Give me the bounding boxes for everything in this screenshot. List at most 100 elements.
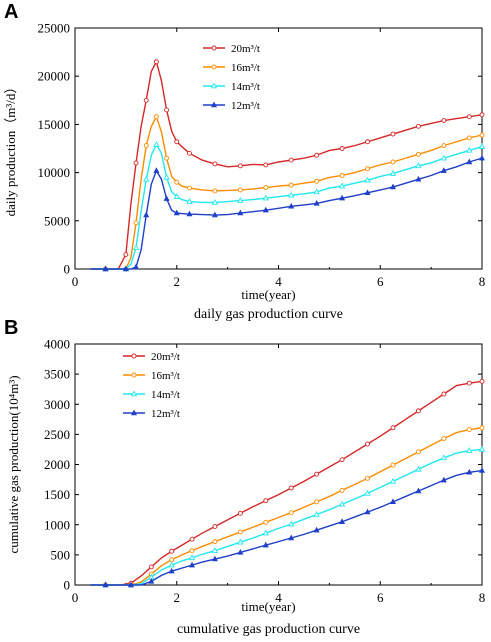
data-point	[313, 200, 320, 206]
legend-label: 16m³/t	[151, 370, 180, 382]
data-point	[365, 166, 370, 172]
panel-label: B	[4, 317, 18, 339]
series-0	[90, 59, 485, 272]
legend-entry: 16m³/t	[123, 370, 180, 382]
data-point	[466, 114, 472, 120]
data-point	[212, 188, 218, 194]
data-point	[466, 135, 472, 141]
y-axis-label: cumulative gas production(10⁴m³)	[6, 375, 21, 553]
data-point	[339, 194, 346, 201]
series-line	[90, 114, 483, 270]
legend-label: 14m³/t	[151, 389, 180, 401]
data-point	[389, 477, 397, 484]
data-point	[466, 380, 472, 386]
data-point	[237, 529, 243, 535]
data-point	[339, 518, 346, 524]
series-line	[90, 157, 483, 270]
data-point	[164, 155, 170, 161]
legend-entry: 12m³/t	[123, 408, 180, 420]
data-point	[478, 143, 486, 149]
legend-marker	[211, 64, 217, 70]
legend-marker	[131, 409, 137, 416]
data-point	[127, 581, 134, 588]
data-point	[339, 146, 345, 151]
data-point	[478, 445, 486, 452]
legend-entry: 20m³/t	[123, 351, 180, 363]
y-tick-label: 5000	[44, 213, 70, 228]
data-point	[143, 143, 149, 149]
x-tick-label: 0	[72, 274, 79, 289]
data-point	[186, 210, 193, 217]
data-point	[262, 541, 269, 548]
data-point	[441, 143, 447, 149]
y-tick-label: 2500	[44, 427, 70, 442]
y-tick-label: 10000	[38, 165, 71, 180]
data-point	[132, 244, 140, 251]
data-point	[102, 581, 109, 588]
data-point	[262, 529, 269, 536]
data-point	[186, 197, 193, 204]
data-point	[313, 510, 320, 517]
data-point	[143, 97, 149, 103]
data-point	[164, 107, 170, 113]
y-tick-label: 500	[51, 547, 71, 562]
data-point	[163, 195, 170, 201]
x-tick-label: 8	[479, 590, 486, 605]
x-tick-label: 2	[174, 590, 181, 605]
series-1	[90, 114, 485, 272]
data-point	[163, 173, 170, 180]
x-tick-label: 2	[174, 274, 181, 289]
series-2	[90, 445, 486, 588]
series-line	[90, 380, 483, 586]
data-point	[288, 191, 295, 198]
data-point	[415, 162, 422, 169]
data-point	[313, 526, 320, 533]
data-point	[479, 467, 485, 473]
data-point	[123, 252, 129, 257]
data-point	[415, 151, 421, 157]
data-point	[390, 462, 396, 468]
series-0	[90, 378, 485, 588]
y-tick-label: 0	[64, 262, 71, 277]
data-point	[143, 211, 150, 218]
x-axis-label: time(year)	[241, 599, 295, 614]
data-point	[169, 548, 175, 554]
series-line	[90, 469, 483, 586]
data-point	[189, 548, 195, 554]
series-1	[90, 425, 485, 588]
data-point	[314, 499, 320, 505]
data-point	[211, 547, 219, 553]
figure-caption: daily gas production curve	[194, 307, 343, 322]
x-tick-label: 4	[275, 590, 282, 605]
data-point	[364, 189, 371, 196]
data-point	[440, 167, 447, 173]
data-point	[441, 118, 447, 123]
data-point	[390, 159, 396, 165]
data-point	[211, 555, 218, 562]
data-point	[415, 175, 422, 182]
legend-entry: 16m³/t	[203, 62, 260, 74]
legend-label: 16m³/t	[231, 62, 260, 74]
panel-label: A	[4, 1, 18, 23]
data-point	[212, 161, 218, 167]
data-point	[415, 465, 422, 472]
data-point	[188, 554, 196, 561]
data-point	[168, 567, 175, 574]
data-point	[148, 564, 154, 570]
data-point	[153, 167, 160, 173]
data-point	[466, 447, 473, 453]
legend-marker	[131, 353, 137, 359]
data-point	[174, 179, 180, 185]
data-point	[479, 154, 485, 161]
data-point	[237, 197, 244, 203]
data-point	[415, 123, 421, 129]
data-point	[338, 500, 346, 507]
data-point	[237, 538, 244, 545]
data-point	[466, 146, 473, 153]
legend-marker	[210, 82, 218, 89]
data-point	[479, 112, 485, 118]
x-tick-label: 0	[72, 590, 79, 605]
data-point	[339, 457, 345, 463]
data-point	[441, 436, 447, 442]
data-point	[237, 163, 243, 169]
